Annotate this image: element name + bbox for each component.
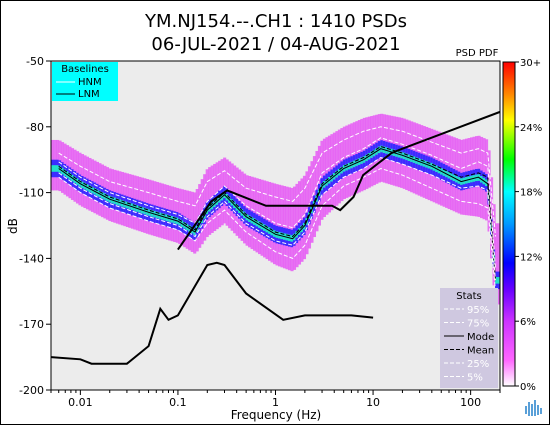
baseline-lines bbox=[51, 110, 500, 365]
y-tick-label: -50 bbox=[26, 55, 44, 68]
series-mean-line bbox=[58, 145, 496, 281]
x-tick-label: 0.1 bbox=[169, 396, 187, 409]
x-axis-label: Frequency (Hz) bbox=[231, 408, 322, 422]
chart-title-line1: YM.NJ154.--.CH1 : 1410 PSDs bbox=[144, 11, 407, 32]
stats-legend-label: 25% bbox=[467, 359, 489, 370]
stats-legend-label: 75% bbox=[467, 319, 489, 330]
legend-lnm: LNM bbox=[78, 89, 100, 100]
stats-legend-title: Stats bbox=[456, 291, 482, 302]
logo-icon bbox=[525, 400, 542, 416]
hnm-line bbox=[177, 110, 500, 251]
x-tick-label: 0.01 bbox=[68, 396, 93, 409]
baselines-legend-title: Baselines bbox=[61, 64, 109, 75]
x-axis-ticks: 0.01 0.1 1 10 100 bbox=[50, 390, 501, 409]
series-75pct-line bbox=[58, 137, 496, 270]
stats-legend-label: Mode bbox=[467, 332, 494, 343]
y-tick-label: -170 bbox=[19, 318, 44, 331]
lnm-line bbox=[51, 261, 374, 365]
colorbar bbox=[502, 61, 516, 387]
legend-hnm: HNM bbox=[78, 77, 102, 88]
colorbar-tick-label: 24% bbox=[520, 123, 542, 134]
chart-title-line2: 06-JUL-2021 / 04-AUG-2021 bbox=[151, 34, 400, 55]
series-95pct-line bbox=[58, 126, 496, 237]
stats-legend-label: 5% bbox=[467, 373, 483, 384]
y-axis-ticks: -50 -80 -110 -140 -170 -200 bbox=[19, 55, 51, 397]
stats-legend-label: 95% bbox=[467, 305, 489, 316]
y-tick-label: -140 bbox=[19, 252, 44, 265]
colorbar-tick-label: 0% bbox=[520, 382, 536, 393]
x-tick-label: 100 bbox=[460, 396, 481, 409]
y-axis-label: dB bbox=[6, 218, 20, 234]
baselines-legend: Baselines HNM LNM bbox=[52, 62, 118, 101]
statistics-lines bbox=[58, 126, 496, 292]
colorbar-tick-label: 6% bbox=[520, 317, 536, 328]
colorbar-tick-label: 30+ bbox=[520, 58, 541, 69]
stats-legend-label: Mean bbox=[467, 346, 494, 357]
colorbar-tick-label: 18% bbox=[520, 188, 542, 199]
x-tick-label: 10 bbox=[366, 396, 380, 409]
y-tick-label: -110 bbox=[19, 187, 44, 200]
colorbar-ticks: 30+ 24% 18% 12% 6% 0% bbox=[515, 58, 542, 393]
y-tick-label: -80 bbox=[26, 121, 44, 134]
series-mode-line bbox=[58, 148, 496, 281]
x-tick-label: 1 bbox=[272, 396, 279, 409]
series-5pct-line bbox=[58, 167, 496, 292]
colorbar-tick-label: 12% bbox=[520, 252, 542, 263]
colorbar-label: PSD PDF bbox=[456, 48, 499, 59]
stats-legend: Stats 95% 75% Mode Mean 25% 5% bbox=[440, 288, 498, 388]
series-25pct-line bbox=[58, 156, 496, 281]
y-tick-label: -200 bbox=[19, 384, 44, 397]
